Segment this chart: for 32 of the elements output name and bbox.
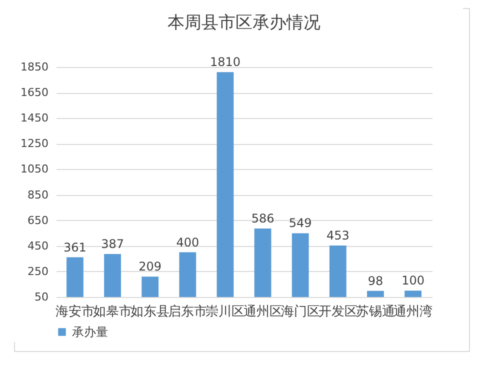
- x-tick-label: 开发区: [318, 304, 358, 320]
- x-tick-label: 如皋市: [93, 304, 132, 320]
- data-label: 400: [176, 235, 200, 250]
- y-tick-label: 250: [28, 264, 48, 278]
- data-label: 387: [101, 236, 124, 251]
- y-tick-label: 1850: [20, 60, 48, 74]
- data-label: 453: [326, 228, 350, 243]
- data-label: 586: [251, 212, 274, 226]
- x-tick-label: 通州湾: [394, 304, 433, 320]
- x-tick-label: 海安市: [55, 304, 94, 320]
- y-tick-label: 1450: [20, 112, 48, 125]
- y-tick-label: 1650: [20, 86, 48, 100]
- data-label: 1810: [210, 55, 240, 70]
- x-tick-label: 启东市: [168, 304, 208, 320]
- data-label: 98: [368, 274, 384, 288]
- y-tick-label: 850: [28, 188, 48, 202]
- y-tick-label: 1250: [20, 137, 48, 150]
- legend-label: 承办量: [72, 325, 108, 339]
- data-label: 361: [64, 240, 86, 254]
- chart-title: 本周县市区承办情况: [168, 13, 320, 34]
- y-tick-label: 1050: [20, 162, 48, 176]
- y-tick-label: 450: [28, 239, 48, 252]
- y-tick-label: 650: [28, 214, 48, 227]
- x-tick-label: 如东县: [130, 304, 170, 320]
- x-tick-label: 通州区: [243, 304, 282, 320]
- y-tick-label: 50: [34, 290, 48, 304]
- data-label: 100: [402, 274, 424, 288]
- x-tick-label: 崇川区: [206, 304, 245, 320]
- data-label: 549: [288, 216, 312, 230]
- x-tick-label: 海门区: [280, 304, 320, 320]
- x-tick-label: 苏锡通: [356, 304, 395, 320]
- data-label: 209: [138, 260, 162, 274]
